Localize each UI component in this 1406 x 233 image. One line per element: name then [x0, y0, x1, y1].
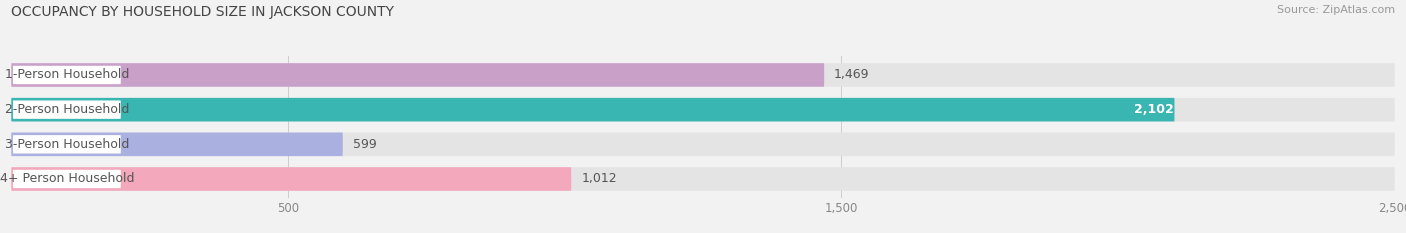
- FancyBboxPatch shape: [13, 100, 121, 119]
- Text: Source: ZipAtlas.com: Source: ZipAtlas.com: [1277, 5, 1395, 15]
- FancyBboxPatch shape: [1136, 102, 1171, 117]
- FancyBboxPatch shape: [11, 98, 1395, 121]
- Text: 599: 599: [353, 138, 377, 151]
- FancyBboxPatch shape: [11, 133, 1395, 156]
- FancyBboxPatch shape: [11, 63, 824, 87]
- FancyBboxPatch shape: [11, 133, 343, 156]
- Text: 1,469: 1,469: [834, 69, 870, 82]
- FancyBboxPatch shape: [13, 66, 121, 84]
- FancyBboxPatch shape: [13, 170, 121, 188]
- Text: 2,102: 2,102: [1133, 103, 1174, 116]
- Text: OCCUPANCY BY HOUSEHOLD SIZE IN JACKSON COUNTY: OCCUPANCY BY HOUSEHOLD SIZE IN JACKSON C…: [11, 5, 394, 19]
- FancyBboxPatch shape: [11, 98, 1174, 121]
- FancyBboxPatch shape: [13, 135, 121, 154]
- Text: 1,012: 1,012: [581, 172, 617, 185]
- FancyBboxPatch shape: [11, 63, 1395, 87]
- Text: 2-Person Household: 2-Person Household: [4, 103, 129, 116]
- FancyBboxPatch shape: [11, 167, 1395, 191]
- FancyBboxPatch shape: [11, 167, 571, 191]
- Text: 4+ Person Household: 4+ Person Household: [0, 172, 134, 185]
- Text: 1-Person Household: 1-Person Household: [4, 69, 129, 82]
- Text: 3-Person Household: 3-Person Household: [4, 138, 129, 151]
